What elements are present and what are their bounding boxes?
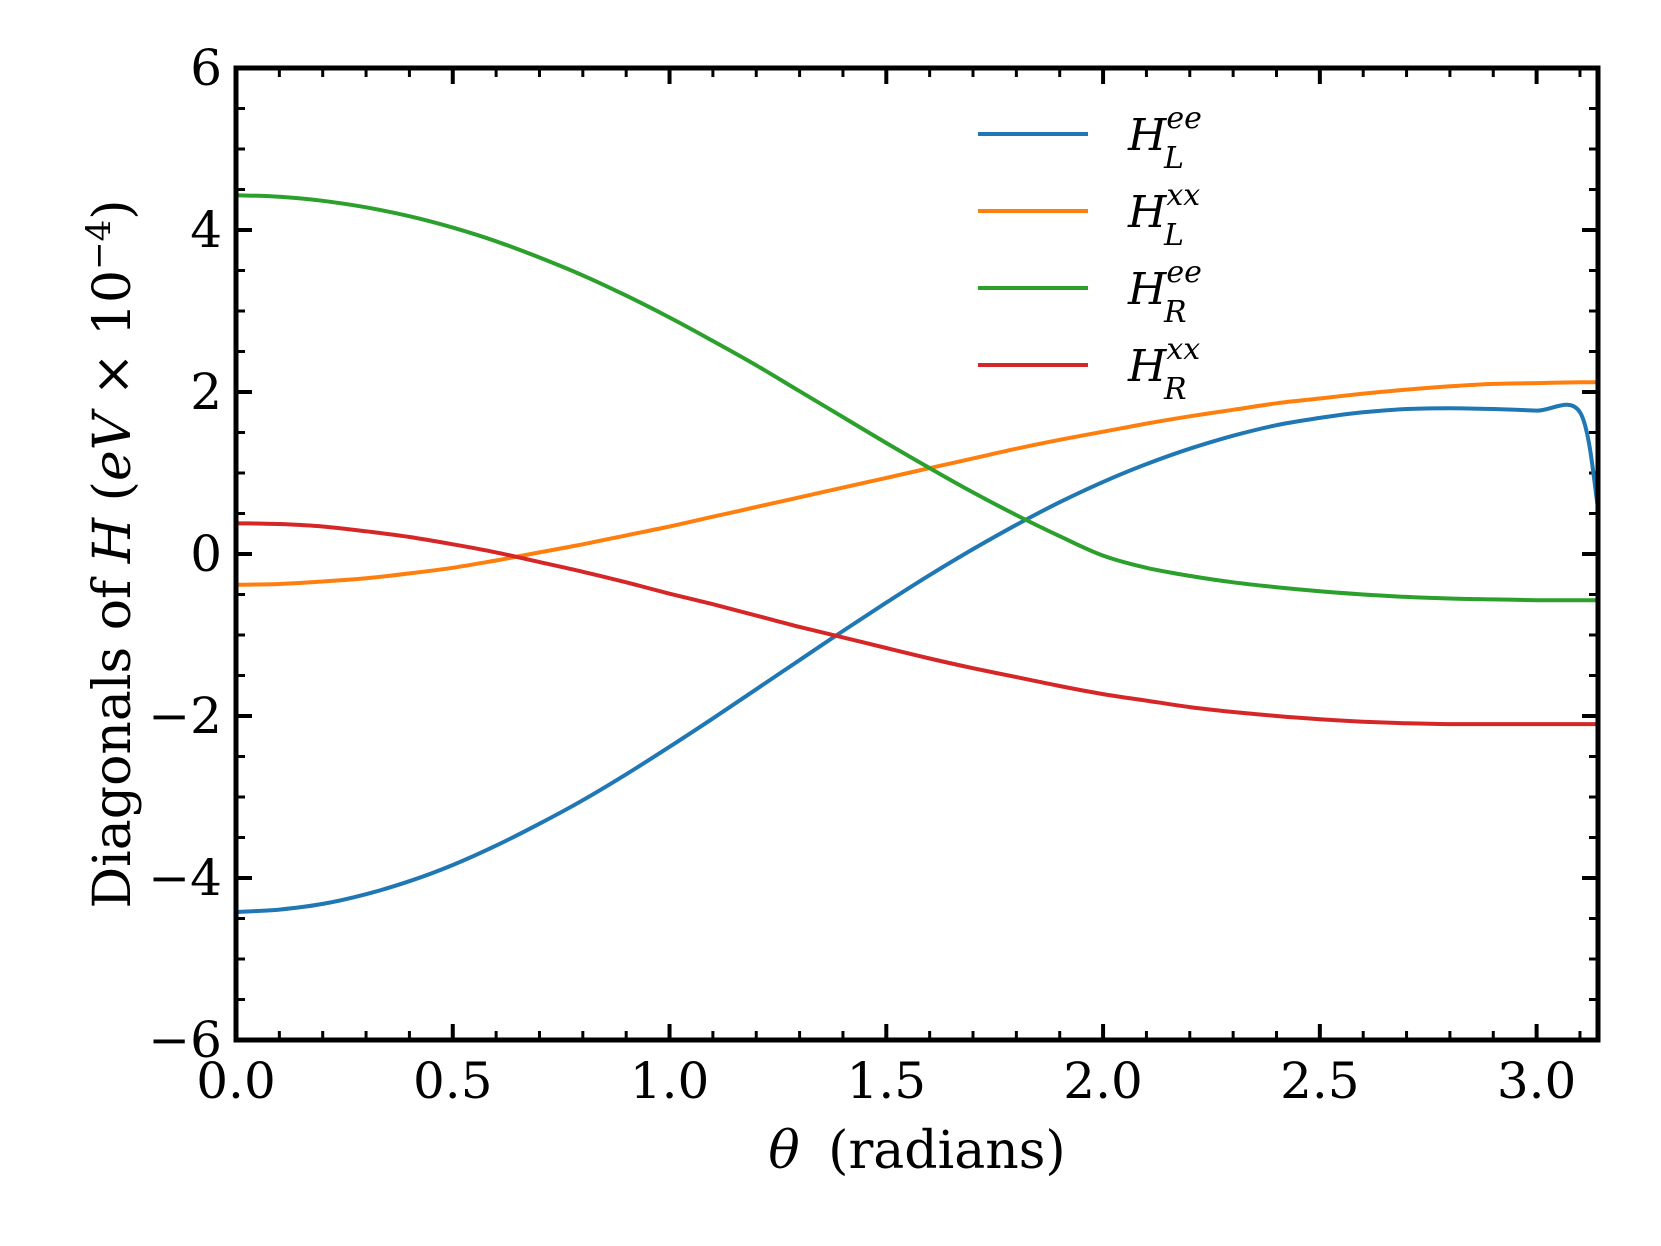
x-tick-labels: 0.0 0.5 1.0 1.5 2.0 2.5 3.0 xyxy=(196,1052,1576,1110)
y-tick-label: 2 xyxy=(190,363,222,421)
legend-superscript: xx xyxy=(1166,332,1200,367)
y-axis-unit: eV xyxy=(83,408,143,481)
series-line-1 xyxy=(235,380,1599,587)
legend-subscript: L xyxy=(1163,218,1184,253)
x-axis-title: θ (radians) xyxy=(768,1121,1065,1181)
y-axis-title: Diagonals of H (eV × 10−4) xyxy=(79,199,143,908)
plot-area-frame xyxy=(233,65,1601,1043)
legend-superscript: xx xyxy=(1166,178,1200,213)
x-axis-symbol: θ xyxy=(768,1121,799,1181)
legend-entry-1: Hxx L xyxy=(1127,178,1200,253)
y-axis-open: ( xyxy=(83,481,143,518)
y-tick-label: −4 xyxy=(148,849,222,907)
x-tick-label: 1.0 xyxy=(630,1052,710,1110)
x-tick-label: 1.5 xyxy=(847,1052,927,1110)
minor-ticks xyxy=(236,68,1598,1040)
legend-subscript: L xyxy=(1163,141,1184,176)
legend-superscript: ee xyxy=(1166,255,1202,290)
legend-entry-2: Hee R xyxy=(1127,255,1202,330)
major-ticks xyxy=(234,66,1598,1042)
series-line-0 xyxy=(235,402,1600,914)
legend-base: H xyxy=(1127,341,1168,392)
y-tick-label: 4 xyxy=(190,201,222,259)
y-axis-times: × 10 xyxy=(83,270,143,413)
x-tick-label: 0.5 xyxy=(413,1052,493,1110)
y-axis-symbol: H xyxy=(83,516,143,564)
legend-entry-0: Hee L xyxy=(1127,101,1202,176)
legend-base: H xyxy=(1127,187,1168,238)
x-axis-unit: (radians) xyxy=(828,1121,1066,1181)
y-tick-label: 6 xyxy=(190,39,222,97)
x-tick-label: 0.0 xyxy=(196,1052,276,1110)
x-tick-label: 3.0 xyxy=(1497,1052,1577,1110)
legend-entry-3: Hxx R xyxy=(1127,332,1200,407)
legend-subscript: R xyxy=(1163,372,1187,407)
series-line-3 xyxy=(235,521,1598,727)
legend-subscript: R xyxy=(1163,295,1187,330)
x-tick-label: 2.5 xyxy=(1280,1052,1360,1110)
y-axis-close: ) xyxy=(83,199,143,219)
x-tick-label: 2.0 xyxy=(1063,1052,1143,1110)
y-axis-prefix: Diagonals of xyxy=(83,563,143,908)
series-lines xyxy=(235,193,1600,914)
y-tick-label: −2 xyxy=(148,687,222,745)
legend-base: H xyxy=(1127,264,1168,315)
y-tick-label: −6 xyxy=(148,1011,222,1069)
series-line-2 xyxy=(235,193,1598,603)
y-tick-labels: −6 −4 −2 0 2 4 6 xyxy=(148,39,222,1069)
legend-base: H xyxy=(1127,110,1168,161)
y-tick-label: 0 xyxy=(190,525,222,583)
y-axis-exponent: −4 xyxy=(79,220,119,270)
legend-superscript: ee xyxy=(1166,101,1202,136)
